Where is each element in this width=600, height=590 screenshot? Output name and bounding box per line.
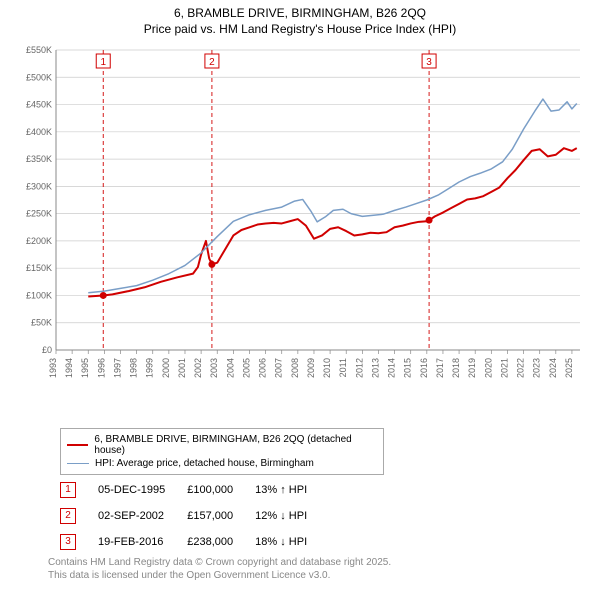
svg-text:2001: 2001 <box>177 358 187 378</box>
svg-text:1997: 1997 <box>112 358 122 378</box>
svg-text:£200K: £200K <box>26 236 52 246</box>
svg-text:1999: 1999 <box>145 358 155 378</box>
marker-row: 3 19-FEB-2016 £238,000 18% ↓ HPI <box>50 530 317 554</box>
marker-date: 05-DEC-1995 <box>88 478 175 502</box>
footer-line-2: This data is licensed under the Open Gov… <box>48 569 391 582</box>
footer-line-1: Contains HM Land Registry data © Crown c… <box>48 556 391 569</box>
svg-text:2015: 2015 <box>403 358 413 378</box>
legend-item-price-paid: 6, BRAMBLE DRIVE, BIRMINGHAM, B26 2QQ (d… <box>67 433 377 457</box>
svg-text:2010: 2010 <box>322 358 332 378</box>
svg-text:2014: 2014 <box>387 358 397 378</box>
svg-text:2000: 2000 <box>161 358 171 378</box>
svg-text:2017: 2017 <box>435 358 445 378</box>
marker-price: £157,000 <box>177 504 243 528</box>
svg-text:2020: 2020 <box>483 358 493 378</box>
legend-label: 6, BRAMBLE DRIVE, BIRMINGHAM, B26 2QQ (d… <box>94 434 377 456</box>
marker-number-box: 2 <box>60 508 76 524</box>
svg-text:2008: 2008 <box>290 358 300 378</box>
legend-label: HPI: Average price, detached house, Birm… <box>95 458 314 469</box>
svg-text:2024: 2024 <box>548 358 558 378</box>
legend-swatch-price-paid <box>67 444 88 446</box>
svg-text:2004: 2004 <box>225 358 235 378</box>
marker-delta: 18% ↓ HPI <box>245 530 317 554</box>
svg-text:1994: 1994 <box>64 358 74 378</box>
marker-delta: 13% ↑ HPI <box>245 478 317 502</box>
legend-swatch-hpi <box>67 463 89 465</box>
svg-text:2018: 2018 <box>451 358 461 378</box>
svg-text:2003: 2003 <box>209 358 219 378</box>
svg-text:£300K: £300K <box>26 181 52 191</box>
svg-text:£450K: £450K <box>26 100 52 110</box>
svg-text:1998: 1998 <box>129 358 139 378</box>
svg-text:1: 1 <box>100 57 106 68</box>
title-line-2: Price paid vs. HM Land Registry's House … <box>0 22 600 38</box>
svg-text:2002: 2002 <box>193 358 203 378</box>
svg-text:2012: 2012 <box>354 358 364 378</box>
marker-date: 19-FEB-2016 <box>88 530 175 554</box>
marker-price: £100,000 <box>177 478 243 502</box>
svg-text:1995: 1995 <box>80 358 90 378</box>
svg-text:2007: 2007 <box>274 358 284 378</box>
svg-text:2009: 2009 <box>306 358 316 378</box>
svg-text:2013: 2013 <box>370 358 380 378</box>
marker-date: 02-SEP-2002 <box>88 504 175 528</box>
svg-text:£350K: £350K <box>26 154 52 164</box>
chart-svg: £0£50K£100K£150K£200K£250K£300K£350K£400… <box>40 50 580 380</box>
svg-text:2011: 2011 <box>338 358 348 377</box>
svg-text:2022: 2022 <box>516 358 526 378</box>
svg-text:1993: 1993 <box>48 358 58 378</box>
legend-item-hpi: HPI: Average price, detached house, Birm… <box>67 457 377 470</box>
svg-text:2005: 2005 <box>241 358 251 378</box>
svg-text:£250K: £250K <box>26 209 52 219</box>
svg-text:2006: 2006 <box>258 358 268 378</box>
chart-title: 6, BRAMBLE DRIVE, BIRMINGHAM, B26 2QQ Pr… <box>0 0 600 37</box>
svg-text:2016: 2016 <box>419 358 429 378</box>
markers-table: 1 05-DEC-1995 £100,000 13% ↑ HPI 2 02-SE… <box>48 476 319 556</box>
svg-text:2023: 2023 <box>532 358 542 378</box>
svg-text:£0: £0 <box>42 345 52 355</box>
svg-text:£50K: £50K <box>31 318 52 328</box>
svg-text:£100K: £100K <box>26 290 52 300</box>
svg-text:2: 2 <box>209 57 215 68</box>
marker-price: £238,000 <box>177 530 243 554</box>
svg-text:1996: 1996 <box>96 358 106 378</box>
marker-number-box: 3 <box>60 534 76 550</box>
marker-row: 1 05-DEC-1995 £100,000 13% ↑ HPI <box>50 478 317 502</box>
legend: 6, BRAMBLE DRIVE, BIRMINGHAM, B26 2QQ (d… <box>60 428 384 475</box>
marker-number-box: 1 <box>60 482 76 498</box>
chart: £0£50K£100K£150K£200K£250K£300K£350K£400… <box>40 50 580 380</box>
svg-text:£500K: £500K <box>26 72 52 82</box>
svg-text:3: 3 <box>426 57 432 68</box>
svg-text:£150K: £150K <box>26 263 52 273</box>
title-line-1: 6, BRAMBLE DRIVE, BIRMINGHAM, B26 2QQ <box>0 6 600 22</box>
svg-text:2021: 2021 <box>499 358 509 378</box>
marker-row: 2 02-SEP-2002 £157,000 12% ↓ HPI <box>50 504 317 528</box>
marker-delta: 12% ↓ HPI <box>245 504 317 528</box>
svg-text:£400K: £400K <box>26 127 52 137</box>
page: 6, BRAMBLE DRIVE, BIRMINGHAM, B26 2QQ Pr… <box>0 0 600 590</box>
svg-text:2019: 2019 <box>467 358 477 378</box>
svg-text:£550K: £550K <box>26 45 52 55</box>
svg-text:2025: 2025 <box>564 358 574 378</box>
footer: Contains HM Land Registry data © Crown c… <box>48 556 391 582</box>
